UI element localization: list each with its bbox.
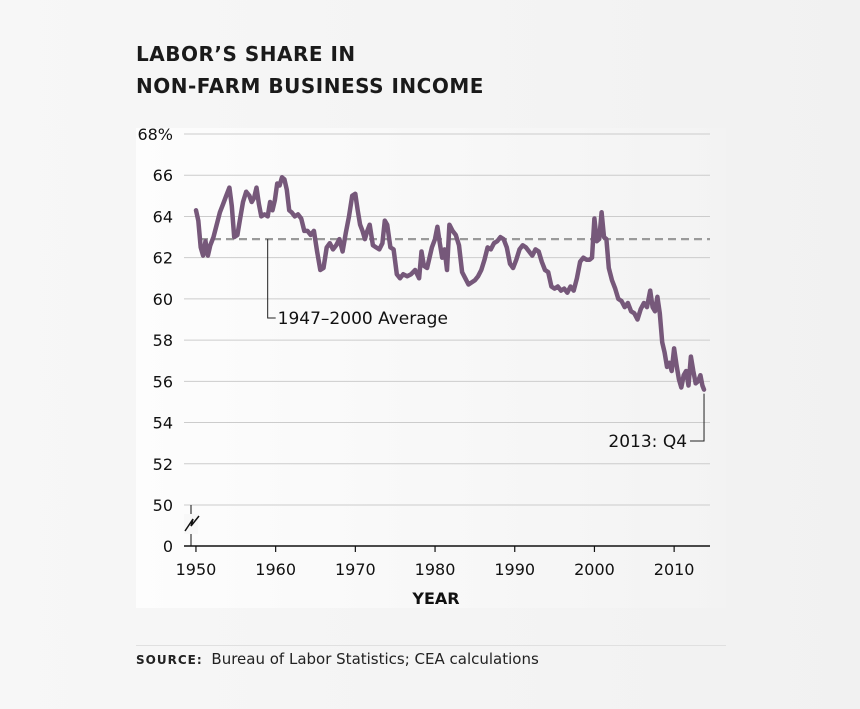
y-tick-label: 0 — [163, 537, 173, 556]
endpoint-leader — [690, 393, 705, 442]
y-tick-label: 64 — [153, 207, 173, 226]
axis-break-icon — [184, 514, 200, 534]
series-line-labor-share — [193, 175, 707, 392]
x-tick-label: 1950 — [176, 560, 217, 579]
x-tick-label: 1980 — [415, 560, 456, 579]
x-axis-title: YEAR — [411, 589, 459, 608]
axis-break-zigzag — [184, 515, 200, 532]
axes — [184, 505, 710, 547]
y-tick-label: 62 — [153, 249, 173, 268]
y-tick-label: 68% — [137, 125, 173, 144]
chart-title: LABOR’S SHARE IN NON-FARM BUSINESS INCOM… — [136, 38, 484, 102]
y-tick-label: 66 — [153, 166, 173, 185]
source-divider — [136, 645, 726, 646]
x-tick-labels: 1950 1960 1970 1980 1990 2000 2010 — [176, 546, 695, 579]
source-label: SOURCE: — [136, 653, 203, 667]
plot-background — [136, 128, 726, 608]
endpoint-label: 2013: Q4 — [608, 432, 687, 452]
x-tick-label: 1960 — [255, 560, 296, 579]
y-tick-label: 54 — [153, 414, 173, 433]
source-text: Bureau of Labor Statistics; CEA calculat… — [211, 650, 539, 668]
endpoint-annotation: 2013: Q4 — [608, 393, 705, 452]
y-tick-labels: 68% 66 64 62 60 58 56 54 52 50 0 — [137, 125, 173, 556]
x-tick-label: 2000 — [574, 560, 615, 579]
x-tick-label: 1970 — [335, 560, 376, 579]
chart-title-line-1: LABOR’S SHARE IN — [136, 42, 356, 66]
y-tick-label: 58 — [153, 331, 173, 350]
chart-title-line-2: NON-FARM BUSINESS INCOME — [136, 74, 484, 98]
y-tick-label: 56 — [153, 372, 173, 391]
x-tick-label: 2010 — [654, 560, 695, 579]
y-tick-label: 50 — [153, 496, 173, 515]
x-tick-label: 1990 — [494, 560, 535, 579]
average-callout-leader — [267, 239, 276, 319]
source-note: SOURCE: Bureau of Labor Statistics; CEA … — [136, 650, 539, 668]
y-tick-label: 52 — [153, 455, 173, 474]
average-label: 1947–2000 Average — [278, 309, 448, 329]
y-tick-label: 60 — [153, 290, 173, 309]
